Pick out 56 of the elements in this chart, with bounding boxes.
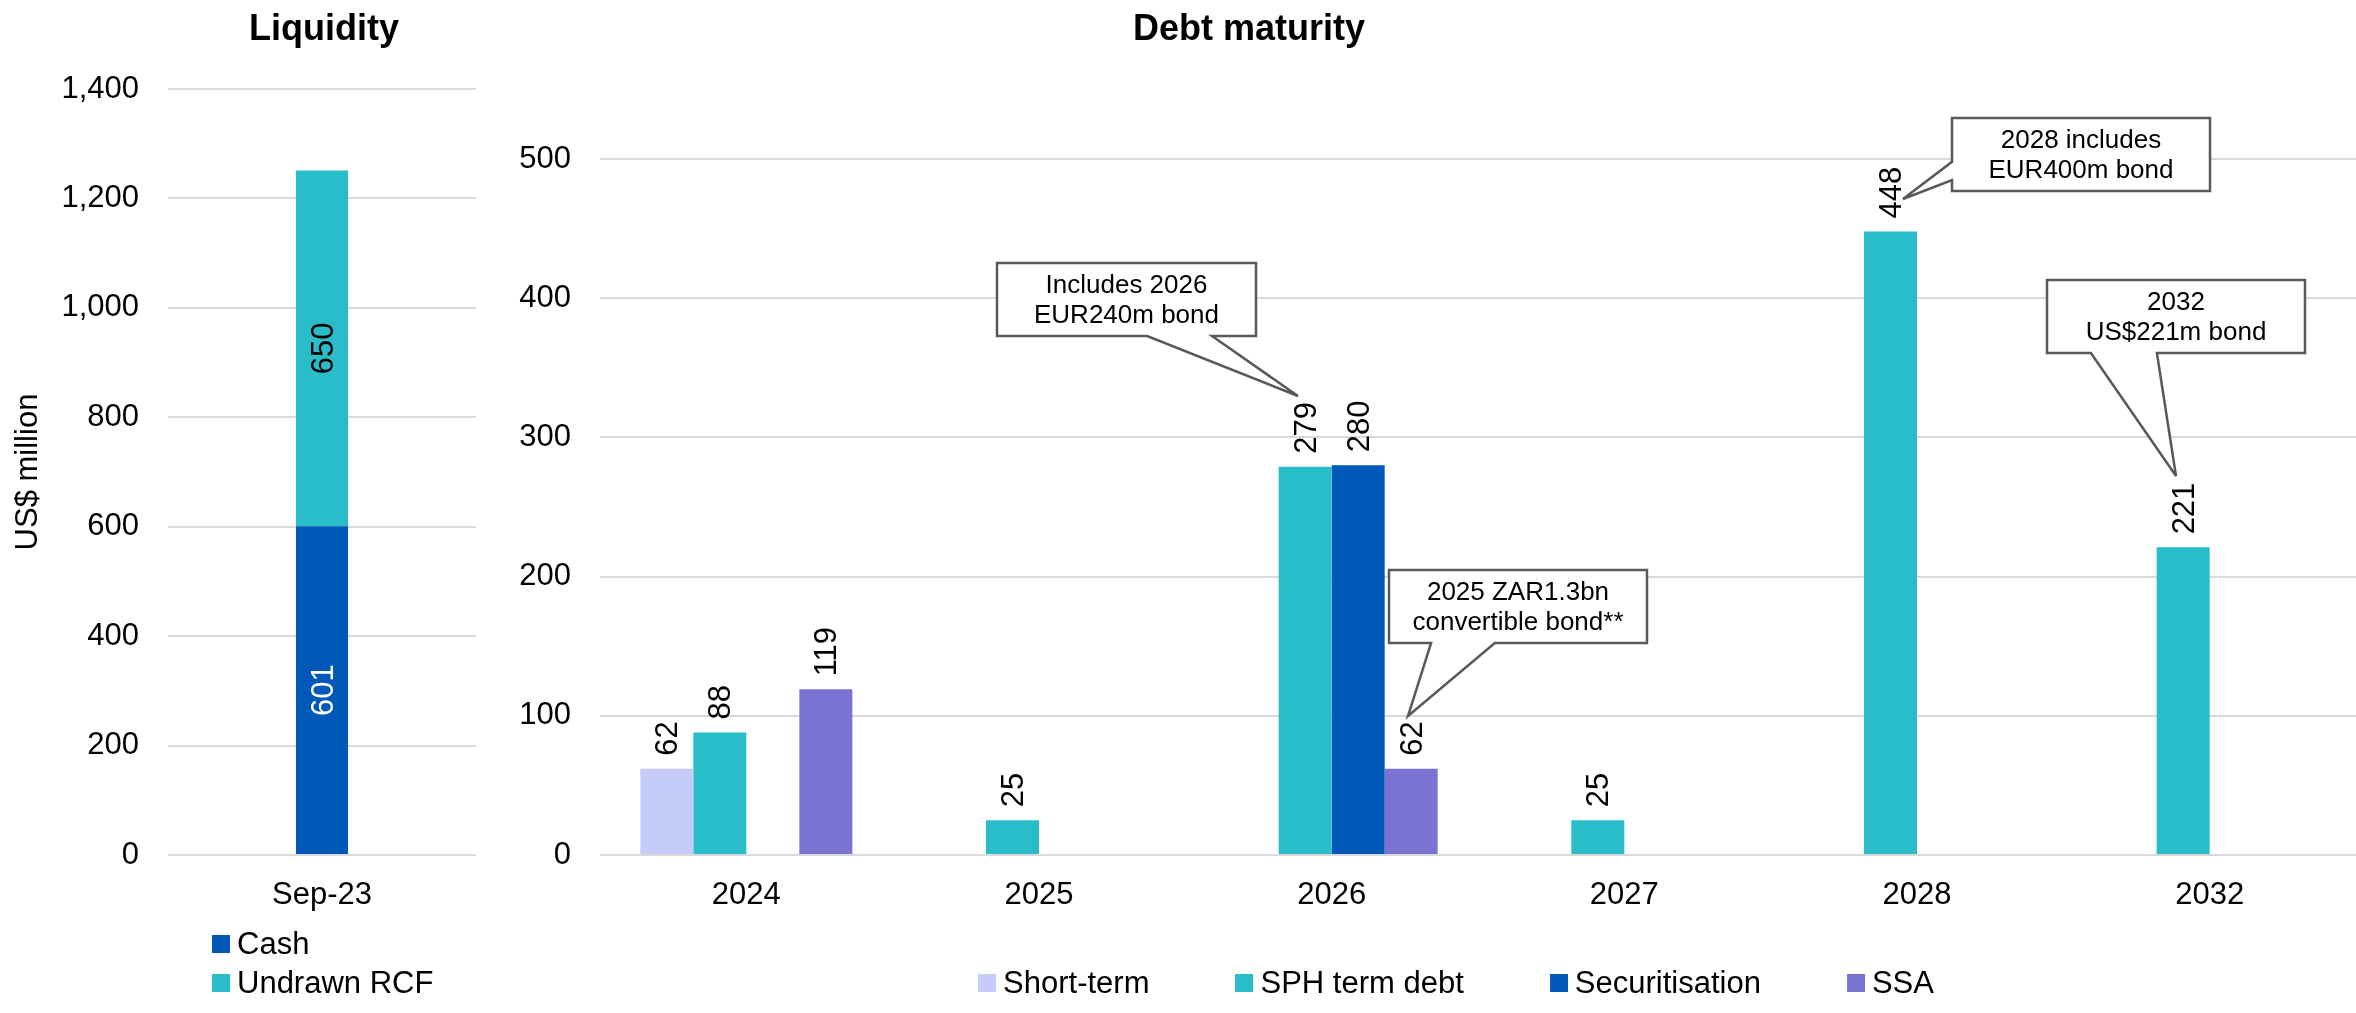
- y-tick-label: 400: [519, 278, 571, 314]
- legend-label: Cash: [237, 926, 310, 961]
- legend-label: Undrawn RCF: [237, 965, 434, 1000]
- bar: [985, 820, 1039, 854]
- y-tick-label: 1,000: [61, 288, 139, 324]
- x-tick-label: 2024: [711, 876, 781, 912]
- annotation: 2025 ZAR1.3bn convertible bond**: [1411, 576, 1625, 636]
- chart-title: Debt maturity: [1132, 7, 1366, 49]
- data-label: 601: [304, 664, 340, 716]
- legend-label: SPH term debt: [1260, 965, 1464, 1000]
- annotation: 2032 US$221m bond: [2084, 286, 2268, 346]
- y-tick-label: 0: [121, 835, 139, 871]
- y-axis-title: US$ million: [9, 393, 45, 551]
- data-label: 25: [1580, 772, 1616, 808]
- y-tick-label: 100: [519, 696, 571, 732]
- x-tick-label: 2025: [1004, 876, 1074, 912]
- data-label: 119: [808, 626, 844, 677]
- data-label: 25: [995, 772, 1031, 808]
- data-label: 88: [702, 685, 738, 720]
- bar: [799, 689, 853, 854]
- legend-label: Short-term: [1003, 965, 1150, 1000]
- y-tick-label: 1,200: [61, 178, 139, 214]
- x-tick-label: Sep-23: [272, 876, 372, 912]
- bar: [1331, 465, 1385, 854]
- legend-label: SSA: [1871, 965, 1934, 1000]
- data-label: 62: [649, 721, 685, 756]
- bar: [1278, 466, 1332, 854]
- annotation: Includes 2026 EUR240m bond: [1033, 269, 1220, 329]
- y-tick-label: 0: [553, 835, 571, 871]
- x-tick-label: 2027: [1589, 876, 1659, 912]
- chart-title: Liquidity: [249, 7, 399, 49]
- bar: [1863, 231, 1917, 854]
- bar: [693, 732, 747, 854]
- data-label: 650: [304, 322, 340, 375]
- legend-label: Securitisation: [1574, 965, 1761, 1000]
- y-tick-label: 1,400: [61, 69, 139, 105]
- data-label: 448: [1873, 166, 1909, 219]
- y-tick-label: 800: [87, 397, 139, 433]
- data-label: 221: [2165, 482, 2201, 535]
- x-tick-label: 2032: [2175, 876, 2245, 912]
- data-label: 279: [1287, 401, 1323, 454]
- data-label: 280: [1340, 400, 1376, 453]
- y-tick-label: 300: [519, 417, 571, 453]
- y-tick-label: 200: [519, 557, 571, 593]
- bar: [1571, 820, 1625, 854]
- bar: [1384, 768, 1438, 854]
- bar: [2156, 547, 2210, 854]
- y-tick-label: 400: [87, 616, 139, 652]
- x-tick-label: 2026: [1297, 876, 1367, 912]
- x-tick-label: 2028: [1882, 876, 1952, 912]
- y-tick-label: 200: [87, 726, 139, 762]
- y-tick-label: 600: [87, 507, 139, 543]
- data-label: 62: [1393, 721, 1429, 756]
- bar: [640, 768, 694, 854]
- y-tick-label: 500: [519, 139, 571, 175]
- annotation: 2028 includes EUR400m bond: [1987, 124, 2175, 184]
